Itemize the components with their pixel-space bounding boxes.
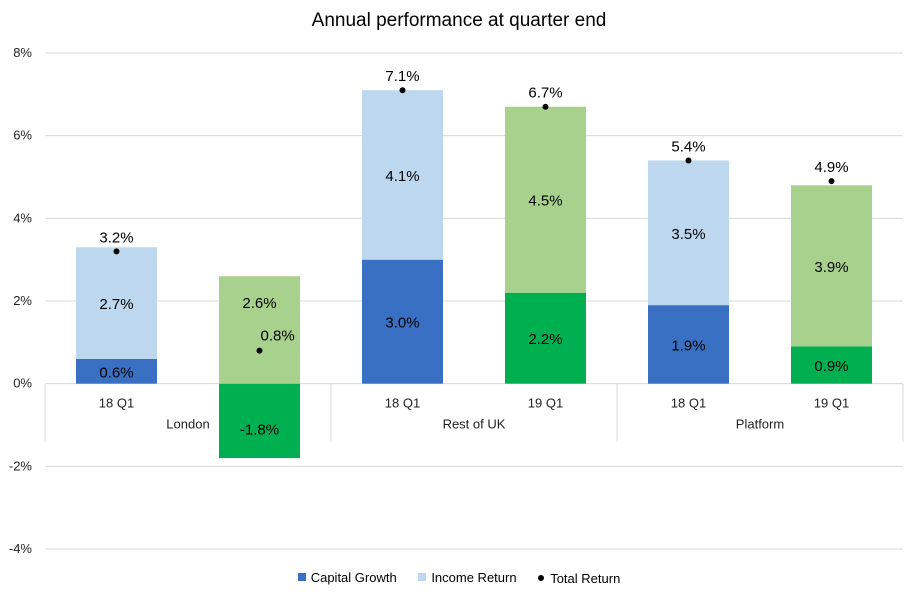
bar-income-return bbox=[791, 185, 872, 347]
gridlines bbox=[45, 52, 903, 550]
y-tick-label: 0% bbox=[13, 376, 32, 391]
data-label-income-return: 3.5% bbox=[671, 226, 705, 243]
legend-item-capital-growth: Capital Growth bbox=[297, 569, 397, 585]
x-tick-label: 18 Q1 bbox=[671, 396, 706, 411]
legend-item-total-return: Total Return bbox=[538, 571, 620, 586]
y-tick-label: 8% bbox=[13, 45, 32, 60]
bar-capital-growth bbox=[362, 259, 443, 384]
data-label-total-return: 0.8% bbox=[261, 328, 295, 345]
legend-swatch-capital-growth bbox=[297, 573, 306, 581]
legend-label-income-return: Income Return bbox=[431, 569, 517, 585]
point-total-return bbox=[828, 178, 835, 185]
data-label-capital-growth: 0.9% bbox=[814, 358, 848, 375]
chart-title: Annual performance at quarter end bbox=[311, 10, 607, 31]
data-label-total-return: 6.7% bbox=[528, 85, 562, 102]
bar-capital-growth bbox=[505, 292, 586, 384]
bar-income-return bbox=[76, 247, 157, 359]
bar-income-return bbox=[648, 160, 729, 306]
legend: Capital Growth Income Return Total Retur… bbox=[0, 569, 918, 586]
data-label-total-return: 4.9% bbox=[814, 159, 848, 176]
data-label-total-return: 7.1% bbox=[385, 68, 419, 85]
bar-capital-growth bbox=[648, 305, 729, 384]
data-label-capital-growth: 3.0% bbox=[385, 315, 419, 332]
point-total-return bbox=[256, 347, 263, 354]
y-tick-label: -2% bbox=[9, 458, 33, 473]
bar-income-return bbox=[362, 90, 443, 260]
x-group-label: Rest of UK bbox=[443, 417, 506, 432]
chart-area: -4% -2% 0% 2% 4% 6% 8% 18 Q1 19 Q1 18 Q1 19 Q1 18 Q… bbox=[9, 45, 904, 556]
data-label-income-return: 2.7% bbox=[99, 296, 133, 313]
data-label-income-return: 2.6% bbox=[242, 295, 276, 312]
y-tick-label: 4% bbox=[13, 210, 32, 225]
x-tick-label: 18 Q1 bbox=[385, 396, 420, 411]
bar-capital-growth bbox=[791, 346, 872, 384]
bar-income-return bbox=[219, 276, 300, 384]
data-label-total-return: 5.4% bbox=[671, 138, 705, 155]
data-label-total-return: 3.2% bbox=[99, 229, 133, 246]
x-group-label: London bbox=[166, 417, 209, 432]
axes: -4% -2% 0% 2% 4% 6% 8% 18 Q1 19 Q1 18 Q1 19 Q1 18 Q… bbox=[9, 45, 904, 556]
data-label-income-return: 4.1% bbox=[385, 168, 419, 185]
bars bbox=[76, 90, 872, 459]
bar-capital-growth bbox=[219, 383, 300, 459]
data-labels: 0.6% 2.7% -1.8% 2.6% 3.0% 4.1% 2.2% 4.5% 1.9% 3.5… bbox=[99, 68, 848, 438]
point-total-return bbox=[685, 157, 692, 164]
y-tick-label: 2% bbox=[13, 293, 32, 308]
legend-swatch-income-return bbox=[418, 573, 427, 581]
data-label-capital-growth: 2.2% bbox=[528, 331, 562, 348]
point-total-return bbox=[399, 87, 406, 94]
data-label-capital-growth: 0.6% bbox=[99, 364, 133, 381]
data-label-capital-growth: -1.8% bbox=[240, 421, 279, 438]
x-tick-label: 18 Q1 bbox=[99, 396, 134, 411]
point-total-return bbox=[542, 103, 549, 110]
total-return-points bbox=[113, 87, 835, 354]
y-tick-label: -4% bbox=[9, 541, 33, 556]
data-label-income-return: 3.9% bbox=[814, 259, 848, 276]
data-label-income-return: 4.5% bbox=[528, 193, 562, 210]
legend-label-capital-growth: Capital Growth bbox=[310, 569, 397, 585]
x-tick-label: 19 Q1 bbox=[814, 396, 849, 411]
data-label-capital-growth: 1.9% bbox=[671, 337, 705, 354]
x-tick-label: 19 Q1 bbox=[528, 396, 563, 411]
bar-income-return bbox=[505, 106, 586, 293]
x-group-label: Platform bbox=[736, 417, 784, 432]
legend-label-total-return: Total Return bbox=[550, 570, 621, 586]
y-tick-label: 6% bbox=[13, 128, 32, 143]
legend-item-income-return: Income Return bbox=[418, 569, 517, 585]
legend-swatch-total-return bbox=[538, 575, 545, 581]
point-total-return bbox=[113, 248, 120, 255]
bar-capital-growth bbox=[76, 358, 157, 384]
